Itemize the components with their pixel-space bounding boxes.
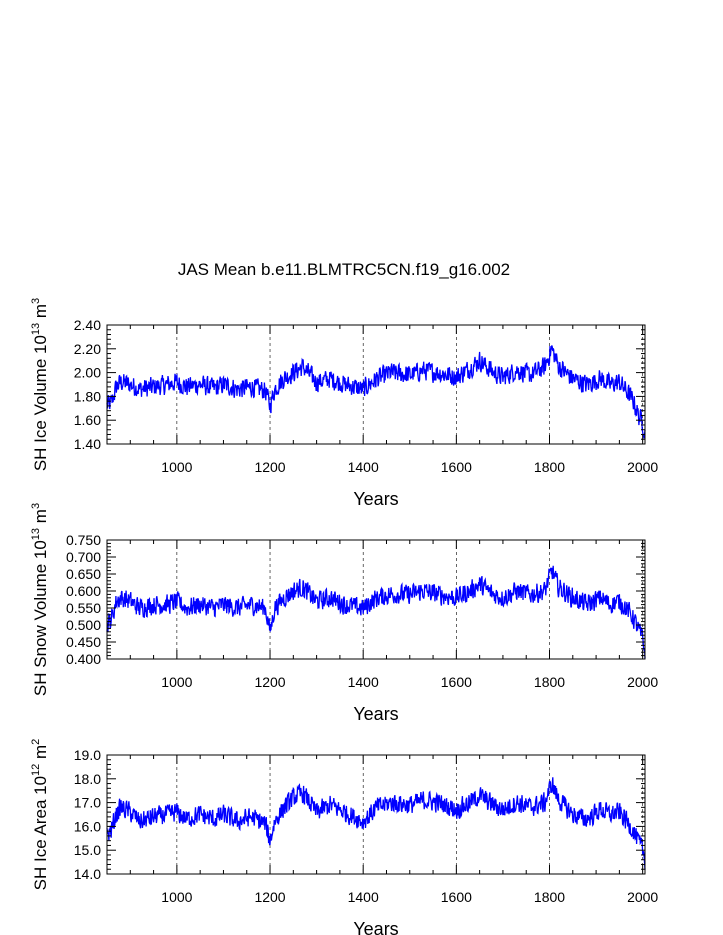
x-axis-label: Years bbox=[353, 919, 398, 935]
y-axis-label: SH Ice Volume 1013​ m3​ bbox=[30, 298, 50, 471]
chart-panel-2: 1000 1200 1400 1600 1800 20000.4000.4500.5000… bbox=[30, 503, 658, 724]
x-tick-label: 1000 bbox=[161, 674, 192, 690]
y-tick-label: 0.600 bbox=[66, 583, 101, 599]
y-axis-label-part: SH Ice Volume 10 bbox=[31, 335, 50, 471]
y-axis-label-superscript: 13 bbox=[30, 528, 42, 540]
y-axis-label-part: m bbox=[31, 509, 50, 523]
x-tick-label: 1400 bbox=[348, 889, 379, 905]
y-tick-label: 1.60 bbox=[74, 412, 101, 428]
chart-panels: 1000 1200 1400 1600 1800 2000 1.40 1.60 1.80 2.00… bbox=[30, 298, 658, 935]
y-tick-label: 14.0 bbox=[74, 866, 101, 882]
y-tick-label: 0.700 bbox=[66, 549, 101, 565]
x-axis-label: Years bbox=[353, 489, 398, 509]
x-tick-label: 1200 bbox=[254, 674, 285, 690]
y-axis-label-superscript: 3 bbox=[30, 503, 42, 509]
x-axis-label: Years bbox=[353, 704, 398, 724]
y-axis-label-superscript: 13 bbox=[30, 323, 42, 335]
x-tick-label: 1000 bbox=[161, 889, 192, 905]
chart-panel-3: 1000 1200 1400 1600 1800 2000 14.0 15.0 16.0 17.0… bbox=[30, 739, 658, 935]
y-tick-label: 1.80 bbox=[74, 388, 101, 404]
y-tick-label: 2.20 bbox=[74, 341, 101, 357]
x-tick-label: 1800 bbox=[534, 889, 565, 905]
x-tick-label: 1800 bbox=[534, 674, 565, 690]
y-tick-label: 19.0 bbox=[74, 747, 101, 763]
y-axis-label-part: SH Ice Area 10 bbox=[31, 776, 50, 890]
x-tick-label: 1600 bbox=[441, 889, 472, 905]
plot-frame bbox=[106, 754, 646, 875]
plot-frame bbox=[106, 539, 646, 660]
y-tick-label: 0.750 bbox=[66, 532, 101, 548]
x-tick-label: 1400 bbox=[348, 459, 379, 475]
x-tick-label: 1600 bbox=[441, 459, 472, 475]
series-line-sh-ice-area bbox=[106, 777, 646, 870]
y-tick-label: 16.0 bbox=[74, 818, 101, 834]
y-axis-label-part: m bbox=[31, 745, 50, 759]
y-tick-label: 17.0 bbox=[74, 795, 101, 811]
y-tick-label: 0.650 bbox=[66, 566, 101, 582]
y-tick-label: 2.00 bbox=[74, 365, 101, 381]
x-tick-label: 2000 bbox=[627, 889, 658, 905]
y-tick-label: 1.40 bbox=[74, 436, 101, 452]
y-axis-label-superscript: 2 bbox=[30, 739, 42, 745]
y-tick-label: 0.400 bbox=[66, 651, 101, 667]
y-axis-label: SH Snow Volume 1013​ m3​ bbox=[30, 503, 50, 696]
x-tick-label: 1200 bbox=[254, 459, 285, 475]
series-line-sh-ice-volume bbox=[106, 345, 646, 439]
series-line-sh-snow-volume bbox=[106, 565, 646, 659]
plot-frame bbox=[106, 324, 646, 445]
x-tick-label: 1000 bbox=[161, 459, 192, 475]
y-tick-label: 0.450 bbox=[66, 634, 101, 650]
chart-panel-1: 1000 1200 1400 1600 1800 2000 1.40 1.60 1.80 2.00… bbox=[30, 298, 658, 509]
y-axis-label-superscript: 12 bbox=[30, 764, 42, 776]
y-tick-label: 2.40 bbox=[74, 317, 101, 333]
y-axis-label: SH Ice Area 1012​ m2​ bbox=[30, 739, 50, 891]
x-tick-label: 2000 bbox=[627, 674, 658, 690]
y-axis-label-superscript: 3 bbox=[30, 298, 42, 304]
x-tick-label: 1400 bbox=[348, 674, 379, 690]
y-axis-label-part: SH Snow Volume 10 bbox=[31, 540, 50, 696]
y-tick-label: 0.550 bbox=[66, 600, 101, 616]
y-tick-label: 15.0 bbox=[74, 842, 101, 858]
y-tick-label: 18.0 bbox=[74, 771, 101, 787]
chart-title: JAS Mean b.e11.BLMTRC5CN.f19_g16.002 bbox=[178, 260, 510, 279]
y-tick-label: 0.500 bbox=[66, 617, 101, 633]
x-tick-label: 1800 bbox=[534, 459, 565, 475]
y-axis-label-part: m bbox=[31, 304, 50, 318]
x-tick-label: 1200 bbox=[254, 889, 285, 905]
x-tick-label: 1600 bbox=[441, 674, 472, 690]
x-tick-label: 2000 bbox=[627, 459, 658, 475]
